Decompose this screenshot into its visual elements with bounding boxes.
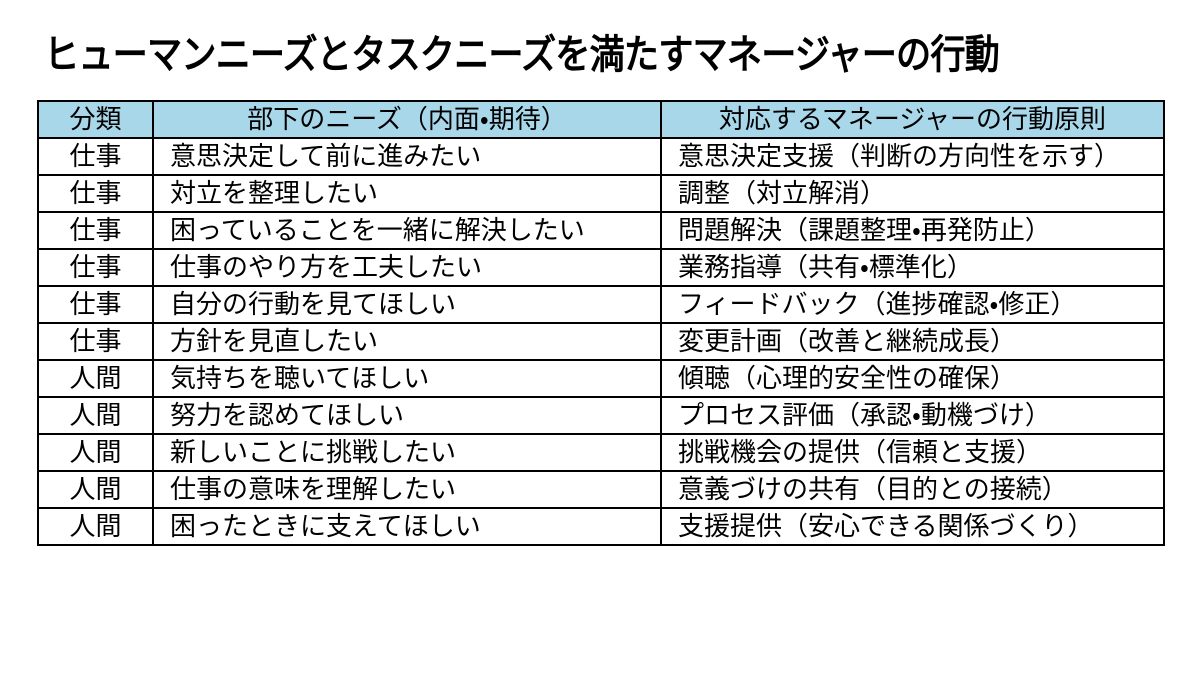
category-cell: 人間 (37, 507, 154, 546)
table-row: 仕事 意思決定して前に進みたい 意思決定支援（判断の方向性を示す） (37, 137, 1165, 176)
table-row: 仕事 困っていることを一緒に解決したい 問題解決（課題整理・再発防止） (37, 211, 1165, 250)
action-cell: 業務指導（共有・標準化） (660, 248, 1165, 287)
header-action: 対応するマネージャーの行動原則 (660, 100, 1165, 139)
table-header-row: 分類 部下のニーズ（内面・期待） 対応するマネージャーの行動原則 (37, 100, 1165, 139)
table-row: 仕事 自分の行動を見てほしい フィードバック（進捗確認・修正） (37, 285, 1165, 324)
table-row: 人間 新しいことに挑戦したい 挑戦機会の提供（信頼と支援） (37, 433, 1165, 472)
action-cell: 挑戦機会の提供（信頼と支援） (660, 433, 1165, 472)
action-cell: フィードバック（進捗確認・修正） (660, 285, 1165, 324)
need-cell: 新しいことに挑戦したい (152, 433, 662, 472)
table-row: 仕事 仕事のやり方を工夫したい 業務指導（共有・標準化） (37, 248, 1165, 287)
category-cell: 人間 (37, 470, 154, 509)
table-row: 仕事 方針を見直したい 変更計画（改善と継続成長） (37, 322, 1165, 361)
category-cell: 仕事 (37, 137, 154, 176)
need-cell: 自分の行動を見てほしい (152, 285, 662, 324)
action-cell: 調整（対立解消） (660, 174, 1165, 213)
need-cell: 気持ちを聴いてほしい (152, 359, 662, 398)
action-cell: 傾聴（心理的安全性の確保） (660, 359, 1165, 398)
need-cell: 困ったときに支えてほしい (152, 507, 662, 546)
action-cell: 変更計画（改善と継続成長） (660, 322, 1165, 361)
category-cell: 仕事 (37, 285, 154, 324)
need-cell: 仕事のやり方を工夫したい (152, 248, 662, 287)
action-cell: 問題解決（課題整理・再発防止） (660, 211, 1165, 250)
table-row: 人間 気持ちを聴いてほしい 傾聴（心理的安全性の確保） (37, 359, 1165, 398)
category-cell: 仕事 (37, 322, 154, 361)
needs-table: 分類 部下のニーズ（内面・期待） 対応するマネージャーの行動原則 仕事 意思決定… (37, 100, 1165, 546)
need-cell: 努力を認めてほしい (152, 396, 662, 435)
page-title: ヒューマンニーズとタスクニーズを満たすマネージャーの行動 (44, 33, 1000, 77)
category-cell: 人間 (37, 433, 154, 472)
need-cell: 困っていることを一緒に解決したい (152, 211, 662, 250)
table-row: 人間 困ったときに支えてほしい 支援提供（安心できる関係づくり） (37, 507, 1165, 546)
category-cell: 人間 (37, 359, 154, 398)
header-need: 部下のニーズ（内面・期待） (152, 100, 662, 139)
need-cell: 仕事の意味を理解したい (152, 470, 662, 509)
category-cell: 仕事 (37, 211, 154, 250)
action-cell: 意義づけの共有（目的との接続） (660, 470, 1165, 509)
action-cell: プロセス評価（承認・動機づけ） (660, 396, 1165, 435)
category-cell: 人間 (37, 396, 154, 435)
action-cell: 意思決定支援（判断の方向性を示す） (660, 137, 1165, 176)
table-row: 人間 仕事の意味を理解したい 意義づけの共有（目的との接続） (37, 470, 1165, 509)
table-row: 人間 努力を認めてほしい プロセス評価（承認・動機づけ） (37, 396, 1165, 435)
header-category: 分類 (37, 100, 154, 139)
category-cell: 仕事 (37, 248, 154, 287)
need-cell: 意思決定して前に進みたい (152, 137, 662, 176)
need-cell: 対立を整理したい (152, 174, 662, 213)
table-row: 仕事 対立を整理したい 調整（対立解消） (37, 174, 1165, 213)
action-cell: 支援提供（安心できる関係づくり） (660, 507, 1165, 546)
need-cell: 方針を見直したい (152, 322, 662, 361)
category-cell: 仕事 (37, 174, 154, 213)
